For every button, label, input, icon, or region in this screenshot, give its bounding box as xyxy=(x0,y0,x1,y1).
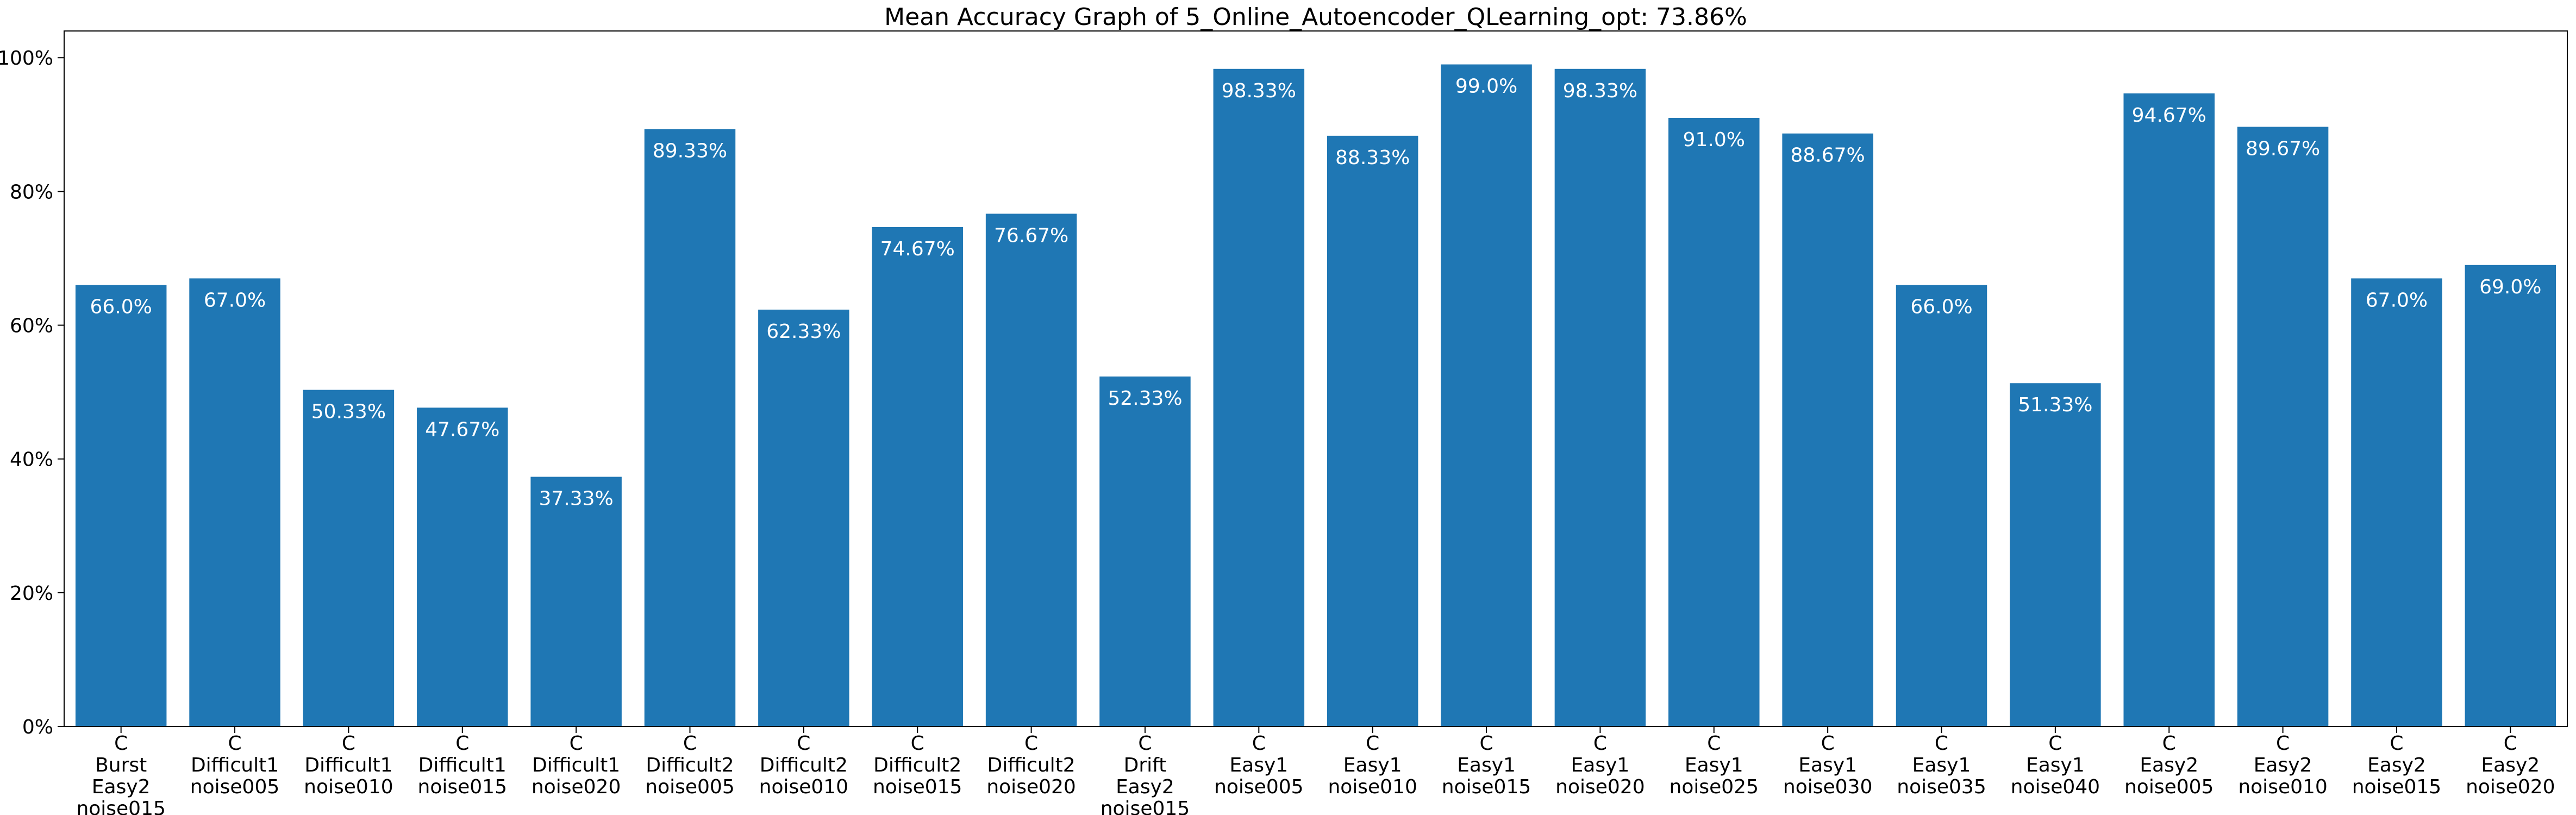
bar xyxy=(1782,133,1873,727)
bar-value-label: 91.0% xyxy=(1683,129,1745,151)
bar-value-label: 52.33% xyxy=(1108,387,1182,410)
x-tick-label: C Drift Easy2 noise015 xyxy=(1101,732,1190,815)
bar xyxy=(2465,265,2556,726)
x-tick-label: C Easy1 noise040 xyxy=(2011,732,2100,798)
bar-value-label: 67.0% xyxy=(204,289,266,311)
bar-value-label: 51.33% xyxy=(2018,394,2092,416)
bar xyxy=(758,309,849,726)
bar-value-label: 89.67% xyxy=(2246,137,2320,160)
bar-value-label: 98.33% xyxy=(1563,80,1637,102)
bar xyxy=(303,390,395,726)
y-tick-label: 40% xyxy=(10,449,53,471)
bars-group xyxy=(75,64,2556,727)
bar-value-label: 88.33% xyxy=(1335,147,1410,169)
bar-value-label: 89.33% xyxy=(653,140,727,162)
y-tick-label: 0% xyxy=(22,716,53,738)
bar xyxy=(1099,376,1191,726)
bar xyxy=(872,227,963,726)
bar-value-label: 98.33% xyxy=(1222,80,1296,102)
x-tick-label: C Difficult1 noise005 xyxy=(190,732,279,798)
bar xyxy=(644,129,736,727)
bar xyxy=(1327,135,1418,726)
bar-value-label: 74.67% xyxy=(880,238,955,260)
x-tick-label: C Easy1 noise015 xyxy=(1442,732,1531,798)
y-tick-label: 100% xyxy=(0,47,53,70)
bar xyxy=(985,214,1077,726)
x-tick-label: C Difficult1 noise010 xyxy=(304,732,393,798)
bar-value-label: 66.0% xyxy=(1910,296,1972,318)
bar-value-label: 99.0% xyxy=(1455,76,1517,98)
x-tick-label: C Difficult1 noise015 xyxy=(418,732,507,798)
x-tick-label: C Burst Easy2 noise015 xyxy=(76,732,165,815)
x-tick-label: C Easy2 noise015 xyxy=(2352,732,2441,798)
bar-value-label: 37.33% xyxy=(539,488,613,510)
bar xyxy=(417,408,508,726)
y-tick-label: 60% xyxy=(10,315,53,337)
bar xyxy=(189,278,280,726)
x-tick-label: C Easy1 noise035 xyxy=(1897,732,1986,798)
bar xyxy=(1441,64,1532,727)
bar-value-label: 66.0% xyxy=(90,296,152,318)
bar xyxy=(2237,127,2329,726)
bar xyxy=(2351,278,2442,726)
bar-value-label: 62.33% xyxy=(766,321,841,343)
bar xyxy=(530,477,622,726)
x-tick-label: C Difficult2 noise005 xyxy=(645,732,734,798)
bar-value-label: 76.67% xyxy=(994,224,1068,247)
x-tick-label: C Easy1 noise005 xyxy=(1214,732,1303,798)
y-tick-label: 80% xyxy=(10,181,53,203)
bar-value-label: 67.0% xyxy=(2366,289,2428,311)
bar xyxy=(2010,383,2101,726)
x-tick-label: C Difficult1 noise020 xyxy=(532,732,621,798)
x-tick-label: C Easy1 noise025 xyxy=(1670,732,1759,798)
x-axis: C Burst Easy2 noise015 C Difficult1 noise005 C D… xyxy=(76,726,2555,815)
bar-labels-group: 66.0% 67.0% 50.33% 47.67% 37.33% 89.33% 62.33%… xyxy=(90,76,2541,510)
bar xyxy=(75,285,167,726)
bar xyxy=(2123,93,2215,726)
bar-value-label: 88.67% xyxy=(1790,145,1865,167)
bar xyxy=(1896,285,1987,726)
x-tick-label: C Difficult2 noise015 xyxy=(873,732,962,798)
bar-value-label: 94.67% xyxy=(2132,104,2206,127)
y-axis: 0% 20% 40% 60% 80% 100% xyxy=(0,47,64,738)
x-tick-label: C Difficult2 noise020 xyxy=(986,732,1076,798)
bar xyxy=(1213,68,1305,726)
x-tick-label: C Easy2 noise010 xyxy=(2238,732,2327,798)
x-tick-label: C Easy2 noise005 xyxy=(2124,732,2214,798)
bar-value-label: 50.33% xyxy=(311,401,386,423)
x-tick-label: C Easy1 noise020 xyxy=(1555,732,1645,798)
x-tick-label: C Difficult2 noise010 xyxy=(759,732,848,798)
x-tick-label: C Easy2 noise020 xyxy=(2466,732,2555,798)
bar xyxy=(1668,118,1760,726)
chart-title: Mean Accuracy Graph of 5_Online_Autoenco… xyxy=(884,3,1747,31)
bar xyxy=(1554,68,1646,726)
x-tick-label: C Easy1 noise010 xyxy=(1328,732,1417,798)
bar-value-label: 69.0% xyxy=(2479,276,2541,298)
plot-frame xyxy=(64,30,2568,727)
x-tick-label: C Easy1 noise030 xyxy=(1783,732,1872,798)
y-tick-label: 20% xyxy=(10,582,53,605)
bar-value-label: 47.67% xyxy=(425,418,499,441)
